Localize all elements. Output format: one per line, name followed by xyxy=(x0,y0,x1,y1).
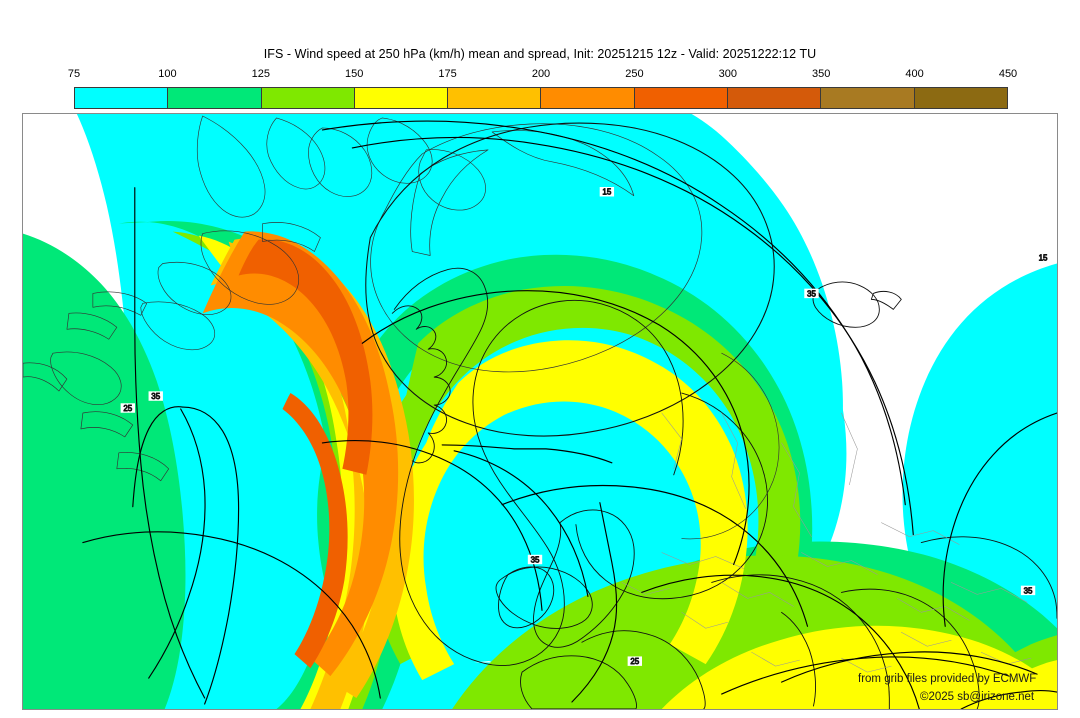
arctic-islands xyxy=(23,115,486,482)
colorbar-tick-175: 175 xyxy=(438,68,457,80)
contour-europe-2 xyxy=(641,574,920,709)
attribution-source: from grib files provided by ECMWF xyxy=(858,673,1037,685)
colorbar-segment-250-300 xyxy=(634,88,729,108)
fill-yellow-scandi xyxy=(391,340,748,681)
colorbar-segment-125-150 xyxy=(261,88,355,108)
coastline-layer: 1515352535352535358 xyxy=(23,115,1057,709)
scandinavia-coast xyxy=(393,267,684,666)
contour-8-br xyxy=(960,689,1057,709)
contour-35-left xyxy=(134,187,206,699)
contour-label-35: 35 xyxy=(807,289,816,298)
contour-label-bg xyxy=(120,403,135,413)
colorbar-segment-175-200 xyxy=(448,88,542,108)
iceland-coast xyxy=(495,566,593,629)
colorbar-tick-350: 350 xyxy=(812,68,831,80)
contour-label-35: 35 xyxy=(151,392,160,401)
contour-label-bg xyxy=(599,187,615,197)
contour-label-bg xyxy=(1020,585,1036,596)
map-canvas: 1515352535352535358 xyxy=(23,114,1057,709)
contour-25-left xyxy=(182,406,240,705)
contour-label-35: 35 xyxy=(1024,586,1033,595)
iberia-coast xyxy=(520,655,637,709)
contour-35-atl xyxy=(321,440,543,611)
europe-mainland-coast xyxy=(581,630,706,709)
ireland-coast xyxy=(498,566,555,629)
contour-label-25: 25 xyxy=(630,657,639,666)
colorbar-segment-200-250 xyxy=(541,88,635,108)
contour-35-east xyxy=(942,412,1057,627)
great-britain-coast xyxy=(533,509,635,648)
contour-25-northsea xyxy=(571,502,618,703)
contour-label-bg xyxy=(148,391,163,401)
svalbard-coast xyxy=(812,281,880,328)
contour-labels: 1515352535352535358 xyxy=(120,187,1051,667)
colorbar-tick-300: 300 xyxy=(718,68,737,80)
colorbar-tick-125: 125 xyxy=(251,68,270,80)
contour-label-bg xyxy=(627,656,643,666)
colorbar-tick-150: 150 xyxy=(345,68,364,80)
fill-deeporange-upper xyxy=(238,239,373,475)
contour-inner-left xyxy=(148,408,206,679)
page-title: IFS - Wind speed at 250 hPa (km/h) mean … xyxy=(263,47,817,61)
contour-15-a xyxy=(321,120,906,506)
colorbar-segment-100-125 xyxy=(168,88,262,108)
fill-green-west-lobe xyxy=(23,233,186,709)
contour-label-bg xyxy=(527,554,543,565)
contour-35-br xyxy=(780,651,1038,683)
black-sea-coast xyxy=(920,536,1057,619)
weather-map[interactable]: 1515352535352535358 xyxy=(22,113,1058,710)
colorbar-tick-labels: 75 100 125 150 175 200 250 300 350 400 450 xyxy=(68,68,1017,84)
greenland-coast xyxy=(365,122,775,437)
norway-fjords xyxy=(391,305,451,464)
colorbar-tick-100: 100 xyxy=(158,68,177,80)
contour-label-15: 15 xyxy=(1039,254,1048,263)
colorbar-gradient-bar xyxy=(74,87,1008,109)
colorbar-tick-200: 200 xyxy=(531,68,551,80)
colorbar-segment-350-400 xyxy=(821,88,915,108)
colorbar-tick-400: 400 xyxy=(905,68,924,80)
contour-label-35: 35 xyxy=(531,555,540,564)
contour-label-bg xyxy=(1035,252,1051,263)
fill-cyan-west-lower xyxy=(23,412,738,709)
contour-label-15: 15 xyxy=(602,188,611,197)
colorbar: 75 100 125 150 175 200 250 300 350 400 450 xyxy=(68,68,1017,111)
contour-europe-1 xyxy=(501,485,809,627)
country-borders xyxy=(621,412,1032,673)
contour-35-atl-b xyxy=(453,450,589,597)
baltic-coast xyxy=(575,392,769,600)
fill-yellow-medjet-band xyxy=(661,625,1057,709)
contour-35-br2 xyxy=(721,656,1010,695)
spread-contours xyxy=(82,120,1057,709)
colorbar-tick-250: 250 xyxy=(625,68,644,80)
fill-yellow-bottomright-lobe xyxy=(981,660,1057,709)
colorbar-segment-75-100 xyxy=(75,88,169,108)
contour-label-25: 25 xyxy=(123,404,132,413)
contour-scandi-loop xyxy=(361,290,750,566)
attribution-copyright: ©2025 sb@irizone.net xyxy=(920,691,1035,703)
contour-25-left-b xyxy=(132,406,184,508)
colorbar-tick-75: 75 xyxy=(67,68,81,80)
mediterranean-coast xyxy=(711,574,890,709)
contour-35-iceland xyxy=(441,444,613,464)
colorbar-segment-400-450 xyxy=(914,88,1007,108)
colorbar-tick-450: 450 xyxy=(998,68,1018,80)
colorbar-segment-300-350 xyxy=(728,88,822,108)
colorbar-segment-150-175 xyxy=(354,88,449,108)
gulf-of-bothnia xyxy=(681,352,780,540)
contour-label-bg xyxy=(804,288,819,299)
italy-coast xyxy=(781,611,816,707)
windspeed-fill-layer xyxy=(23,114,1057,709)
balkans-coast xyxy=(840,588,980,709)
contour-west-loop xyxy=(82,531,381,699)
contour-15-b xyxy=(351,136,914,536)
